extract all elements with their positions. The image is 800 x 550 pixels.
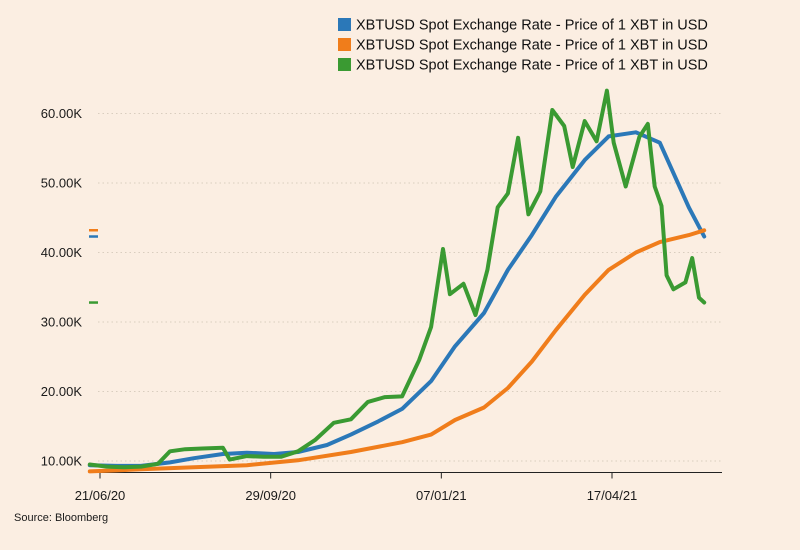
y-tick-label: 50.00K (41, 176, 83, 191)
y-tick-label: 20.00K (41, 384, 83, 399)
legend-swatch (338, 18, 351, 31)
x-tick-label: 21/06/20 (75, 488, 126, 503)
series-lines (87, 88, 707, 474)
x-axis: 21/06/20 29/09/20 07/01/21 17/04/21 (75, 472, 722, 503)
legend-label: XBTUSD Spot Exchange Rate - Price of 1 X… (356, 38, 708, 54)
y-tick-label: 40.00K (41, 245, 83, 260)
x-tick-label: 07/01/21 (416, 488, 467, 503)
y-tick-label: 30.00K (41, 315, 83, 330)
legend-swatch (338, 58, 351, 71)
legend-label: XBTUSD Spot Exchange Rate - Price of 1 X… (356, 18, 708, 34)
x-tick-label: 17/04/21 (587, 488, 638, 503)
source-note: Source: Bloomberg (14, 512, 108, 524)
grid-lines (98, 113, 722, 462)
y-axis: 10.00K 20.00K 30.00K 40.00K 50.00K 60.00K (41, 106, 83, 469)
y-tick-label: 10.00K (41, 454, 83, 469)
series-line-1 (87, 130, 707, 468)
y-tick-label: 60.00K (41, 106, 83, 121)
x-tick-label: 29/09/20 (245, 488, 296, 503)
legend-label: XBTUSD Spot Exchange Rate - Price of 1 X… (356, 58, 708, 74)
legend-swatch (338, 38, 351, 51)
series-line-2 (87, 228, 707, 474)
legend: XBTUSD Spot Exchange Rate - Price of 1 X… (338, 18, 708, 74)
series-line-3 (87, 88, 707, 470)
